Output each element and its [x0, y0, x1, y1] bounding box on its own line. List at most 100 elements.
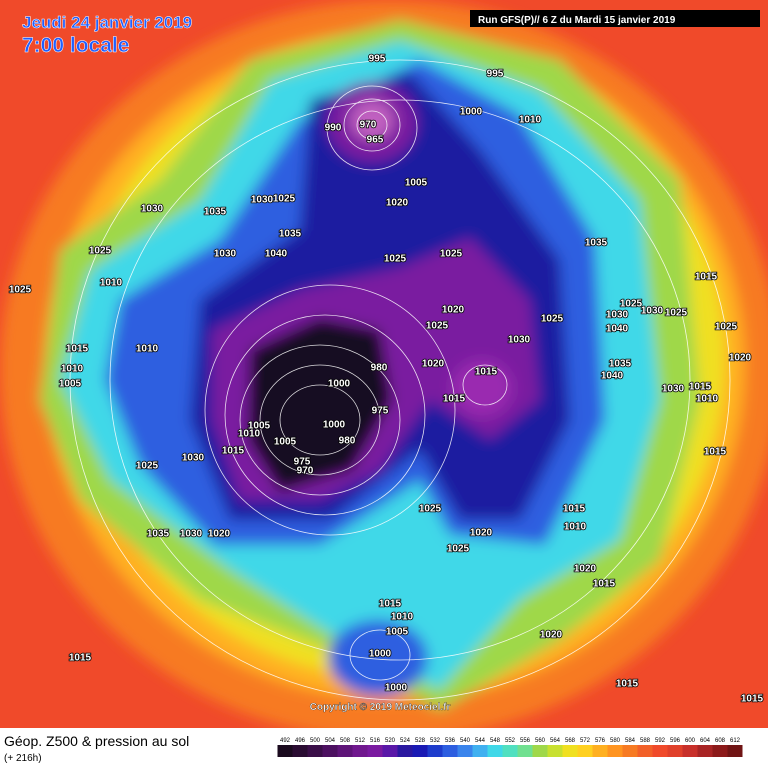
isobar-label: 965 [367, 135, 384, 146]
isobar-label: 980 [339, 436, 356, 447]
legend-swatch [502, 745, 518, 757]
isobar-label: 1020 [470, 528, 493, 539]
isobar-label: 1040 [265, 249, 288, 260]
legend-swatch [637, 745, 653, 757]
isobar-label: 1030 [214, 249, 237, 260]
isobar-label: 1015 [69, 653, 92, 664]
legend-level: 500 [310, 738, 321, 744]
legend-level: 572 [580, 738, 591, 744]
isobar-label: 1015 [66, 344, 89, 355]
isobar-label: 970 [297, 466, 314, 477]
isobars [69, 59, 731, 701]
isobar-label: 975 [372, 406, 389, 417]
isobar-label: 1030 [662, 384, 685, 395]
color-legend: 492 496 500 504 508 512 516 520 524 528 532 536 540 5… [277, 738, 743, 757]
legend-swatch [562, 745, 578, 757]
legend-swatch [532, 745, 548, 757]
legend-level: 560 [535, 738, 546, 744]
legend-swatch [412, 745, 428, 757]
legend-level: 548 [490, 738, 501, 744]
legend-level: 532 [430, 738, 441, 744]
legend-level: 596 [670, 738, 681, 744]
run-box [470, 10, 760, 27]
isobar-label: 980 [371, 363, 388, 374]
isobar-label: 1010 [136, 344, 159, 355]
isobar-label: 1010 [564, 522, 587, 533]
legend-level: 568 [565, 738, 576, 744]
isobar-label: 1025 [620, 299, 643, 310]
isobar-label: 1030 [182, 453, 205, 464]
isobar-label: 1025 [419, 504, 442, 515]
legend-swatch [697, 745, 713, 757]
footer-lead: (+ 216h) [4, 753, 42, 764]
legend-swatch [442, 745, 458, 757]
isobar-label: 1040 [601, 371, 624, 382]
legend-swatch [397, 745, 413, 757]
isobar-label: 1025 [541, 314, 564, 325]
isobar-label: 1000 [385, 683, 408, 694]
legend-swatch [517, 745, 533, 757]
legend-level: 492 [280, 738, 291, 744]
legend-level: 564 [550, 738, 561, 744]
isobar-label: 1020 [574, 564, 597, 575]
legend-level: 592 [655, 738, 666, 744]
isobar-label: 1010 [519, 115, 542, 126]
isobar-label: 1030 [606, 310, 629, 321]
isobar-label: 1010 [238, 429, 261, 440]
legend-level: 540 [460, 738, 471, 744]
isobar-label: 1035 [279, 229, 302, 240]
isobar-label: 1000 [323, 420, 346, 431]
footer-title: Géop. Z500 & pression au sol [4, 733, 189, 749]
isobar-label: 1015 [593, 579, 616, 590]
isobar-label: 1035 [147, 529, 170, 540]
legend-swatch [652, 745, 668, 757]
isobar-label: 1015 [222, 446, 245, 457]
legend-level: 576 [595, 738, 606, 744]
isobar-label: 1015 [616, 679, 639, 690]
legend-level: 528 [415, 738, 426, 744]
isobar-label: 1030 [251, 195, 274, 206]
isobar-label: 1025 [89, 246, 112, 257]
isobar-label: 1015 [379, 599, 402, 610]
isobar-label: 1020 [729, 353, 752, 364]
isobar-label: 1005 [248, 421, 271, 432]
legend-level: 524 [400, 738, 411, 744]
copyright: Copyright © 2019 Meteociel.fr [310, 702, 451, 713]
isobar-label: 1005 [59, 379, 82, 390]
legend-level: 508 [340, 738, 351, 744]
legend-swatch [547, 745, 563, 757]
legend-level: 556 [520, 738, 531, 744]
isobar-label: 1020 [208, 529, 231, 540]
isobar-label: 1030 [180, 529, 203, 540]
isobar-label: 1000 [460, 107, 483, 118]
isobar-label: 1025 [665, 308, 688, 319]
forecast-time: 7:00 locale [22, 34, 129, 57]
legend-swatch [352, 745, 368, 757]
legend-swatch [307, 745, 323, 757]
legend-swatch [682, 745, 698, 757]
isobar-label: 1025 [384, 254, 407, 265]
isobar-label: 1015 [443, 394, 466, 405]
isobar-label: 995 [487, 69, 504, 80]
isobar-label: 1025 [273, 194, 296, 205]
isobar-label: 975 [294, 457, 311, 468]
run-info: Run GFS(P)// 6 Z du Mardi 15 janvier 201… [478, 15, 676, 26]
isobar-label: 1010 [61, 364, 84, 375]
isobar-label: 1020 [386, 198, 409, 209]
legend-swatch [457, 745, 473, 757]
isobar-label: 1025 [440, 249, 463, 260]
isobar-label: 1010 [100, 278, 123, 289]
legend-swatch [337, 745, 353, 757]
legend-swatch [427, 745, 443, 757]
legend-swatch [667, 745, 683, 757]
isobar-label: 1025 [136, 461, 159, 472]
isobar-label: 1015 [689, 382, 712, 393]
isobar-label: 1020 [540, 630, 563, 641]
isobar-label: 1015 [741, 694, 764, 705]
isobar-label: 995 [369, 54, 386, 65]
legend-swatch [292, 745, 308, 757]
isobar-label: 1020 [442, 305, 465, 316]
legend-swatch [622, 745, 638, 757]
